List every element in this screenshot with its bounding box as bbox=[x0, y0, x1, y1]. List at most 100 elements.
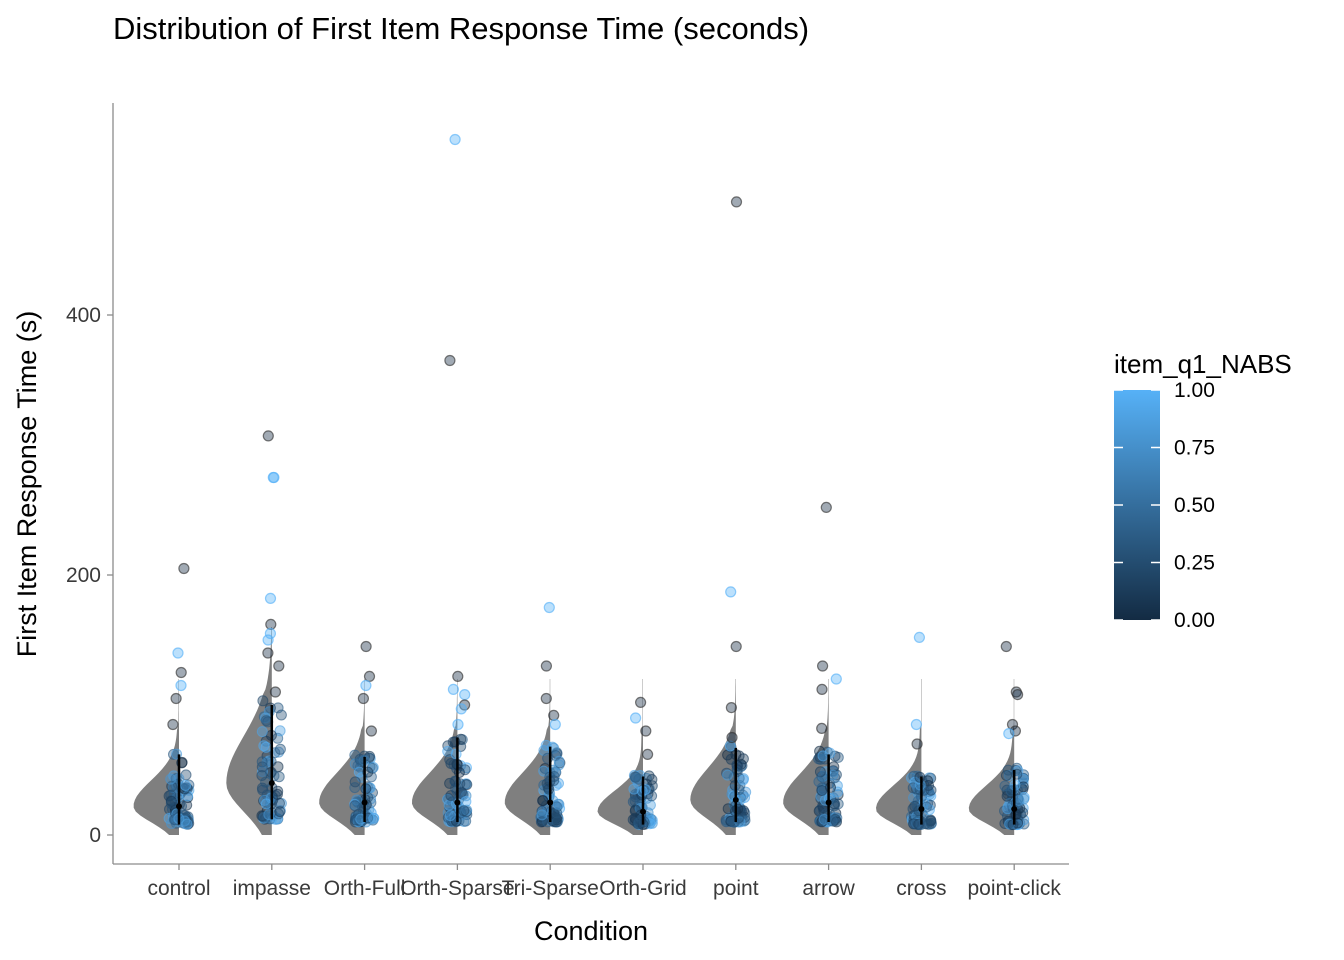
outlier-point bbox=[262, 430, 274, 442]
outlier-point bbox=[634, 696, 647, 709]
outlier-point bbox=[167, 718, 179, 731]
points-layer bbox=[163, 133, 1030, 831]
outlier-point bbox=[629, 712, 642, 724]
median-point bbox=[918, 806, 925, 812]
median-point bbox=[454, 799, 461, 806]
outlier-point bbox=[273, 660, 285, 672]
outlier-point bbox=[363, 670, 376, 683]
outlier-point bbox=[911, 738, 923, 750]
data-point bbox=[1017, 781, 1029, 793]
outlier-point bbox=[1009, 725, 1022, 737]
legend-ticks: 0.00 0.25 0.50 0.75 1.00 bbox=[1114, 379, 1215, 632]
data-point bbox=[814, 766, 826, 778]
outlier-point bbox=[452, 670, 464, 683]
density-shape bbox=[504, 679, 551, 835]
outlier-point bbox=[264, 592, 277, 605]
x-tick-label: Orth-Full bbox=[324, 877, 406, 900]
data-point bbox=[630, 804, 641, 816]
outlier-point bbox=[360, 640, 372, 653]
x-tick-label: arrow bbox=[802, 877, 855, 900]
chart-title: Distribution of First Item Response Time… bbox=[113, 11, 809, 46]
outlier-point bbox=[262, 634, 274, 646]
data-point bbox=[553, 755, 565, 767]
outlier-point bbox=[1003, 727, 1015, 740]
data-point bbox=[179, 815, 191, 827]
data-point bbox=[461, 779, 473, 791]
data-point bbox=[460, 815, 472, 827]
data-point bbox=[909, 800, 921, 812]
data-point bbox=[724, 740, 736, 752]
data-point bbox=[444, 810, 456, 822]
outlier-point bbox=[640, 725, 652, 737]
y-tick-label: 400 bbox=[66, 304, 101, 327]
outlier-point bbox=[730, 640, 742, 653]
outlier-point bbox=[820, 501, 832, 513]
y-ticks: 0 200 400 bbox=[66, 304, 113, 847]
median-point bbox=[547, 799, 554, 806]
data-point bbox=[274, 725, 286, 737]
outlier-point bbox=[175, 679, 187, 692]
data-point bbox=[450, 748, 462, 760]
outlier-point bbox=[540, 660, 553, 672]
outlier-point bbox=[444, 354, 456, 367]
outlier-point bbox=[725, 701, 738, 714]
outlier-point bbox=[540, 692, 552, 705]
data-point bbox=[722, 769, 734, 781]
data-point bbox=[537, 795, 549, 806]
x-tick-label: Orth-Sparse bbox=[400, 877, 514, 900]
data-point bbox=[349, 782, 361, 794]
outlier-point bbox=[459, 688, 471, 701]
outlier-point bbox=[730, 196, 743, 208]
data-point bbox=[816, 785, 828, 796]
outlier-point bbox=[170, 692, 182, 705]
data-point bbox=[442, 745, 454, 757]
data-point bbox=[274, 743, 286, 755]
outlier-point bbox=[641, 748, 654, 761]
y-tick-label: 200 bbox=[66, 564, 101, 587]
outlier-point bbox=[360, 679, 372, 692]
data-point bbox=[349, 800, 361, 812]
outlier-point bbox=[725, 586, 737, 598]
legend-tick-label: 0.25 bbox=[1174, 552, 1215, 575]
density-shape bbox=[597, 679, 643, 835]
data-point bbox=[180, 780, 191, 791]
outlier-point bbox=[262, 647, 274, 659]
legend-tick-label: 1.00 bbox=[1174, 379, 1215, 402]
outlier-point bbox=[449, 133, 461, 146]
outlier-point bbox=[447, 683, 459, 696]
outlier-point bbox=[910, 718, 923, 731]
outlier-point bbox=[548, 709, 560, 722]
density-shape bbox=[133, 679, 179, 835]
median-point bbox=[1011, 806, 1018, 812]
outlier-point bbox=[1000, 640, 1012, 653]
density-shape bbox=[876, 679, 922, 835]
data-point bbox=[445, 758, 457, 769]
data-point bbox=[444, 777, 456, 789]
outlier-point bbox=[549, 718, 561, 731]
x-ticks: control impasse Orth-FullOrth-SparseTri-Sp… bbox=[147, 864, 1061, 900]
legend: item_q1_NABS 0.00 0.25 0.50 0.75 1.00 bbox=[1114, 349, 1292, 632]
x-tick-label: impasse bbox=[233, 877, 311, 900]
data-point bbox=[268, 770, 280, 782]
data-point bbox=[256, 756, 268, 768]
x-tick-label: control bbox=[147, 877, 210, 900]
legend-tick-label: 0.50 bbox=[1174, 494, 1215, 517]
data-point bbox=[257, 784, 269, 796]
outlier-point bbox=[816, 660, 829, 672]
outlier-point bbox=[1011, 688, 1024, 701]
median-point bbox=[732, 796, 739, 803]
data-point bbox=[260, 798, 272, 810]
outlier-point bbox=[543, 601, 555, 614]
data-point bbox=[629, 771, 641, 783]
data-point bbox=[925, 784, 937, 796]
legend-tick-label: 0.75 bbox=[1174, 437, 1215, 460]
outlier-point bbox=[172, 647, 184, 659]
data-point bbox=[536, 809, 548, 821]
data-point bbox=[458, 805, 470, 817]
data-point bbox=[728, 816, 740, 828]
outlier-point bbox=[830, 673, 842, 685]
median-point bbox=[825, 799, 832, 806]
data-point bbox=[646, 774, 658, 785]
data-point bbox=[732, 803, 744, 815]
